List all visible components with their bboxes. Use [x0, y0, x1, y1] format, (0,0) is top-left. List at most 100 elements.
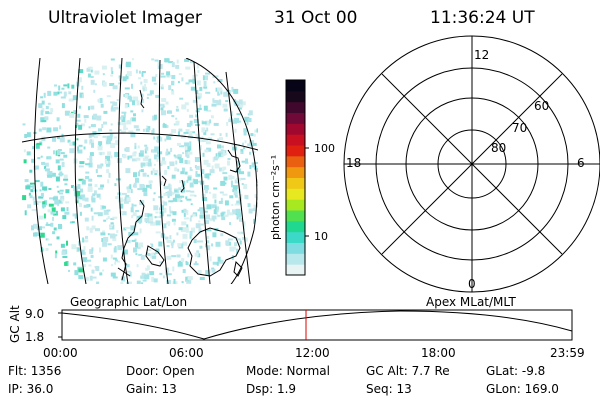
speckle: [222, 182, 227, 185]
speckle: [57, 165, 61, 171]
speckle: [205, 72, 211, 75]
polar-diagonal-2: [381, 73, 563, 255]
speckle: [255, 162, 258, 164]
speckle: [91, 247, 94, 252]
colorbar-band: [286, 177, 305, 189]
speckle: [229, 195, 234, 199]
speckle: [125, 147, 130, 152]
speckle: [185, 82, 190, 85]
speckle: [146, 125, 149, 128]
speckle: [114, 234, 118, 237]
earth-limb: [185, 58, 258, 284]
speckle: [135, 253, 138, 256]
speckle: [229, 246, 235, 252]
speckle: [102, 81, 107, 87]
speckle: [24, 179, 29, 183]
speckle: [140, 162, 146, 167]
speckle: [113, 247, 117, 253]
speckle: [59, 171, 63, 177]
speckle: [205, 173, 210, 179]
speckle: [189, 230, 193, 236]
speckle: [199, 104, 202, 109]
speckle: [184, 102, 189, 106]
speckle: [93, 89, 96, 93]
speckle: [196, 80, 201, 86]
mode-value: Mode: Normal: [246, 364, 330, 378]
speckle: [33, 165, 39, 170]
speckle: [58, 154, 61, 157]
speckle: [87, 66, 93, 69]
speckle: [220, 233, 224, 237]
speckle: [105, 140, 110, 145]
speckle: [146, 162, 148, 167]
speckle: [101, 238, 104, 242]
speckle: [130, 110, 134, 113]
speckle: [195, 133, 200, 137]
speckle: [163, 223, 167, 229]
speckle: [127, 188, 131, 193]
speckle: [197, 209, 201, 212]
speckle: [102, 241, 108, 247]
geographic-image: [22, 58, 258, 284]
speckle: [161, 207, 167, 213]
speckle: [189, 194, 195, 197]
speckle: [164, 58, 170, 63]
speckle: [125, 168, 131, 174]
speckle: [41, 161, 46, 165]
speckle: [135, 210, 140, 212]
speckle: [95, 169, 98, 174]
speckle: [160, 107, 164, 111]
speckle: [55, 250, 58, 254]
speckle: [58, 85, 61, 91]
speckle: [218, 152, 222, 157]
speckle: [123, 125, 127, 131]
speckle: [40, 117, 46, 123]
speckle: [109, 129, 113, 132]
speckle: [206, 127, 209, 132]
speckle: [130, 231, 135, 234]
speckle: [172, 266, 175, 272]
speckle: [136, 280, 141, 284]
mlt-label-0: 0: [468, 277, 476, 291]
speckle: [86, 259, 92, 262]
speckle: [110, 67, 113, 72]
speckle: [216, 100, 222, 106]
speckle: [106, 95, 111, 98]
speckle: [202, 152, 205, 157]
speckle: [145, 184, 150, 188]
speckle: [77, 247, 81, 251]
speckle: [61, 198, 64, 203]
geographic-label: Geographic Lat/Lon: [70, 295, 187, 309]
speckle: [161, 110, 166, 116]
speckle: [134, 146, 137, 150]
speckle: [81, 249, 85, 255]
speckle: [71, 185, 74, 189]
speckle: [115, 140, 120, 146]
speckle: [161, 72, 165, 75]
speckle: [119, 116, 123, 120]
speckle: [139, 184, 145, 189]
speckle: [53, 227, 57, 231]
speckle: [130, 189, 133, 194]
speckle: [91, 197, 96, 203]
speckle: [214, 163, 220, 169]
speckle: [218, 99, 221, 105]
speckle: [88, 264, 92, 267]
speckle: [186, 153, 190, 159]
speckle: [151, 76, 156, 82]
speckle: [212, 98, 215, 103]
speckle: [162, 105, 165, 108]
speckle: [42, 201, 46, 205]
speckle: [241, 183, 244, 185]
speckle: [211, 165, 214, 170]
speckle: [252, 142, 257, 146]
apex-label: Apex MLat/MLT: [426, 295, 516, 309]
speckle: [194, 157, 200, 162]
speckle: [190, 215, 193, 218]
speckle: [153, 114, 157, 120]
speckle: [236, 120, 242, 123]
speckle: [50, 222, 54, 227]
speckle: [234, 203, 240, 206]
speckle: [179, 158, 184, 164]
speckle: [192, 178, 195, 183]
